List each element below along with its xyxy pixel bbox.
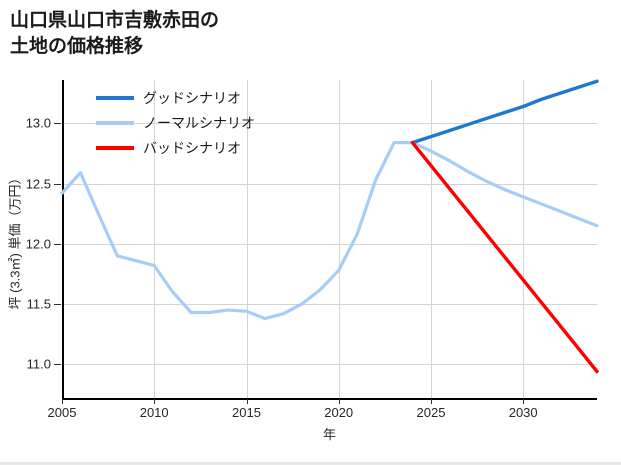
legend-swatch-bad xyxy=(96,146,134,150)
x-tick-label: 2005 xyxy=(47,405,77,420)
y-tick-label: 13.0 xyxy=(25,115,51,131)
figure-bottom-edge xyxy=(0,462,621,465)
gridline-horizontal xyxy=(62,183,597,185)
y-tick-label: 11.5 xyxy=(26,296,51,312)
gridline-horizontal xyxy=(62,123,597,125)
x-tick-label: 2015 xyxy=(232,405,261,420)
gridline-vertical xyxy=(246,80,248,398)
y-tick-mark xyxy=(54,183,61,185)
x-tick-label: 2020 xyxy=(324,405,354,420)
legend-swatch-normal xyxy=(96,121,134,125)
y-tick-mark xyxy=(54,304,61,305)
gridline-horizontal xyxy=(62,304,597,305)
y-axis-title: 坪 (3.3㎡) 単価（万円） xyxy=(4,80,24,400)
legend-label-good: グッドシナリオ xyxy=(143,90,241,106)
y-axis-title-label: 坪 (3.3㎡) 単価（万円） xyxy=(7,171,23,309)
gridline-vertical xyxy=(338,80,340,398)
legend-label-normal: ノーマルシナリオ xyxy=(143,115,255,131)
series-lines xyxy=(60,79,599,374)
page-title: 山口県山口市吉敷赤田の 土地の価格推移 xyxy=(10,10,220,57)
legend-label-bad: バッドシナリオ xyxy=(143,140,241,156)
x-axis-title: 年 xyxy=(322,427,336,442)
x-tick-mark xyxy=(431,399,432,404)
y-tick-label: 12.0 xyxy=(25,236,51,252)
series-line-bad xyxy=(410,140,599,374)
legend-item-bad[interactable]: バッドシナリオ xyxy=(96,140,255,156)
y-axis-spine xyxy=(62,80,64,400)
series-line-good xyxy=(410,79,599,145)
legend-item-normal[interactable]: ノーマルシナリオ xyxy=(96,115,255,131)
gridline-vertical xyxy=(431,80,432,398)
chart-legend: グッドシナリオ ノーマルシナリオ バッドシナリオ xyxy=(96,90,255,156)
x-tick-mark xyxy=(154,399,156,404)
legend-item-good[interactable]: グッドシナリオ xyxy=(96,90,255,106)
plot-area: 11.0 11.5 12.0 12.5 13.0 2005 2010 2015 2020 202… xyxy=(26,79,599,420)
x-tick-mark xyxy=(523,399,525,404)
legend-swatch-good xyxy=(96,96,134,100)
y-tick-mark xyxy=(54,364,61,366)
y-tick-mark xyxy=(54,243,61,245)
y-tick-label: 11.0 xyxy=(26,356,51,372)
x-tick-label: 2030 xyxy=(508,405,538,420)
gridline-horizontal xyxy=(62,364,597,366)
x-axis-spine xyxy=(62,398,597,400)
gridline-horizontal xyxy=(62,243,597,245)
gridline-vertical xyxy=(154,80,156,398)
x-tick-mark xyxy=(338,399,340,404)
x-tick-mark xyxy=(62,399,63,404)
x-tick-label: 2010 xyxy=(139,405,169,420)
y-tick-label: 12.5 xyxy=(25,176,51,192)
plot-background xyxy=(62,80,597,400)
y-tick-mark xyxy=(54,123,61,125)
x-tick-mark xyxy=(246,399,248,404)
x-tick-label: 2025 xyxy=(416,405,446,420)
series-line-normal xyxy=(60,141,599,321)
gridline-vertical xyxy=(523,80,525,398)
